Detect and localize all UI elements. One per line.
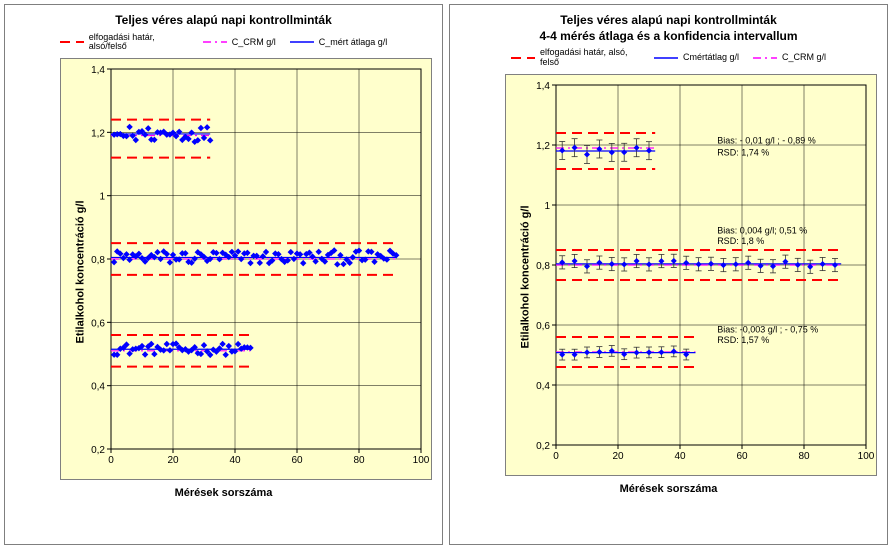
x-axis-label: Mérések sorszáma	[5, 487, 442, 499]
svg-text:0,2: 0,2	[91, 445, 105, 456]
legend-swatch	[60, 37, 84, 47]
legend-swatch	[290, 37, 314, 47]
svg-text:0: 0	[553, 451, 559, 462]
title-line2: 4-4 mérés átlaga és a konfidencia interv…	[539, 29, 797, 43]
svg-text:1,2: 1,2	[91, 129, 105, 140]
chart-legend: elfogadási határ, alsó/felső C_CRM g/l C_m…	[5, 33, 442, 59]
svg-text:80: 80	[798, 451, 810, 462]
svg-text:20: 20	[612, 451, 624, 462]
plot-area-wrap: Etilalkohol koncentráció g/l 02040608010…	[5, 58, 442, 485]
svg-text:0,6: 0,6	[91, 319, 105, 330]
legend-item: C_CRM g/l	[753, 48, 826, 68]
svg-text:60: 60	[291, 455, 303, 466]
chart-panel-left: Teljes véres alapú napi kontrollminták e…	[4, 4, 443, 545]
title-line1: Teljes véres alapú napi kontrollminták	[560, 13, 777, 27]
legend-label: elfogadási határ, alsó/felső	[89, 33, 189, 53]
svg-text:0,4: 0,4	[536, 381, 550, 392]
chart-title: Teljes véres alapú napi kontrollminták	[5, 5, 442, 33]
svg-text:0,2: 0,2	[536, 441, 550, 452]
svg-text:100: 100	[858, 451, 875, 462]
legend-item: C_mért átlaga g/l	[290, 33, 388, 53]
svg-text:100: 100	[413, 455, 430, 466]
legend-item: elfogadási határ, alsó/felső	[60, 33, 189, 53]
svg-text:1: 1	[544, 201, 550, 212]
legend-item: C_CRM g/l	[203, 33, 276, 53]
svg-text:0: 0	[108, 455, 114, 466]
svg-text:20: 20	[167, 455, 179, 466]
legend-swatch	[511, 53, 535, 63]
legend-swatch	[654, 53, 678, 63]
plot-area-wrap: Etilalkohol koncentráció g/l 02040608010…	[450, 74, 887, 481]
svg-text:0,4: 0,4	[91, 382, 105, 393]
svg-text:0,8: 0,8	[91, 255, 105, 266]
svg-text:40: 40	[229, 455, 241, 466]
chart-legend: elfogadási határ, alsó, felső Cmértátlag …	[450, 48, 887, 74]
svg-text:1: 1	[99, 192, 105, 203]
legend-item: Cmértátlag g/l	[654, 48, 739, 68]
svg-text:0,6: 0,6	[536, 321, 550, 332]
svg-text:Bias: - 0,01 g/l ; - 0,89 %: Bias: - 0,01 g/l ; - 0,89 %	[717, 135, 816, 145]
svg-text:RSD: 1,8 %: RSD: 1,8 %	[717, 236, 764, 246]
svg-text:80: 80	[353, 455, 365, 466]
legend-label: C_CRM g/l	[782, 53, 826, 63]
legend-label: Cmértátlag g/l	[683, 53, 739, 63]
scatter-plot: 0 20 40 60 80 100 0,2 0,4 0,6 0,8 1 1,2 1,4	[60, 58, 432, 480]
x-axis-label: Mérések sorszáma	[450, 483, 887, 495]
svg-text:RSD: 1,57 %: RSD: 1,57 %	[717, 335, 769, 345]
svg-text:1,4: 1,4	[536, 81, 550, 92]
svg-text:60: 60	[736, 451, 748, 462]
scatter-errorbar-plot: 0 20 40 60 80 100 0,2 0,4 0,6 0,8 1 1,2 1,4 Bias: - 0…	[505, 74, 877, 476]
svg-text:Bias: 0,004 g/l; 0,51 %: Bias: 0,004 g/l; 0,51 %	[717, 225, 807, 235]
legend-label: C_CRM g/l	[232, 38, 276, 48]
svg-text:1,2: 1,2	[536, 141, 550, 152]
chart-title: Teljes véres alapú napi kontrollminták 4…	[450, 5, 887, 48]
legend-item: elfogadási határ, alsó, felső	[511, 48, 640, 68]
legend-label: elfogadási határ, alsó, felső	[540, 48, 640, 68]
svg-text:40: 40	[674, 451, 686, 462]
legend-swatch	[753, 53, 777, 63]
legend-swatch	[203, 37, 227, 47]
y-axis-label: Etilalkohol koncentráció g/l	[75, 200, 87, 343]
chart-panel-right: Teljes véres alapú napi kontrollminták 4…	[449, 4, 888, 545]
y-axis-label: Etilalkohol koncentráció g/l	[520, 206, 532, 349]
svg-text:Bias: -0,003 g/l ; - 0,75 %: Bias: -0,003 g/l ; - 0,75 %	[717, 324, 818, 334]
svg-text:1,4: 1,4	[91, 65, 105, 76]
svg-text:0,8: 0,8	[536, 261, 550, 272]
legend-label: C_mért átlaga g/l	[319, 38, 388, 48]
svg-text:RSD: 1,74 %: RSD: 1,74 %	[717, 147, 769, 157]
